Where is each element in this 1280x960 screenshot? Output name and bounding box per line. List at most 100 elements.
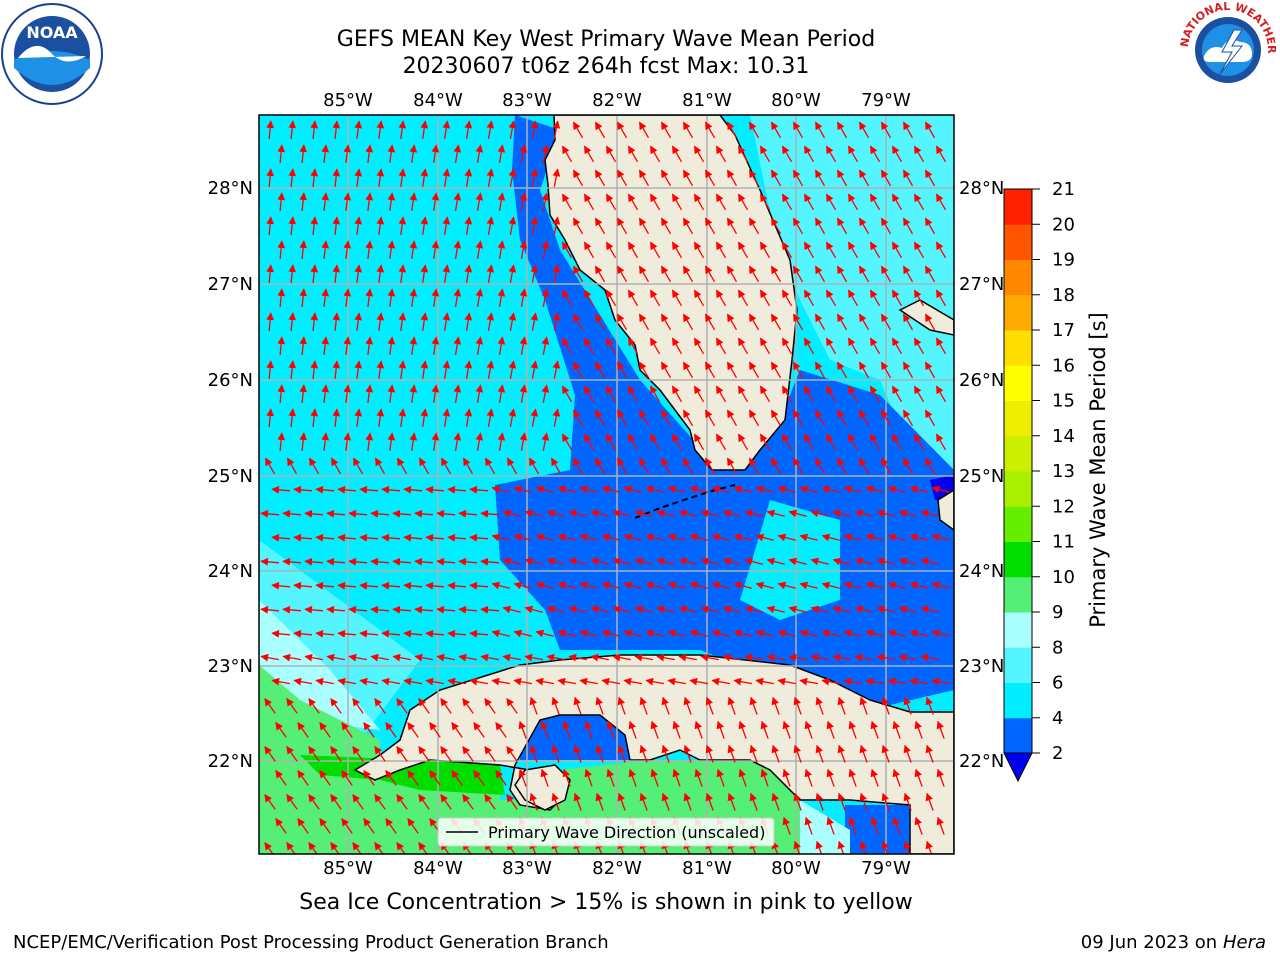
wave-arrow [398, 408, 407, 427]
noaa-logo: NOAA [1, 3, 103, 105]
wave-arrow [749, 696, 758, 715]
wave-arrow [440, 793, 452, 810]
wave-arrow [744, 557, 763, 566]
wave-arrow [909, 485, 928, 494]
wave-arrow [440, 457, 452, 475]
wave-arrow [299, 192, 308, 212]
wave-arrow [727, 744, 736, 763]
wave-arrow [425, 629, 445, 638]
wave-arrow [370, 653, 390, 662]
wave-arrow [892, 720, 901, 739]
wave-arrow [898, 509, 917, 518]
wave-arrow [594, 361, 606, 379]
wave-arrow [458, 653, 478, 662]
wave-arrow [671, 241, 683, 259]
wave-arrow [869, 145, 881, 163]
ocean-10-11 [300, 755, 505, 795]
wave-arrow [288, 264, 297, 284]
wave-arrow [381, 485, 401, 494]
wave-arrow [561, 289, 573, 307]
wave-arrow [836, 169, 848, 187]
wave-arrow [583, 433, 595, 451]
wave-arrow [832, 653, 852, 662]
wave-arrow [387, 336, 396, 355]
wave-arrow [876, 653, 896, 662]
wave-arrow [337, 677, 357, 686]
wave-arrow [793, 792, 802, 811]
wave-arrow [557, 485, 576, 494]
colorbar-segment [1004, 259, 1032, 296]
footer-branch: NCEP/EMC/Verification Post Processing Pr… [13, 932, 609, 953]
wave-arrow [661, 792, 670, 811]
wave-arrow [431, 336, 440, 355]
wave-arrow [848, 720, 857, 739]
wave-arrow [398, 360, 407, 379]
wave-arrow [869, 385, 881, 403]
wave-arrow [627, 145, 639, 163]
wave-arrow [880, 217, 892, 235]
lat-label-left: 25°N [208, 466, 253, 487]
wave-arrow [264, 457, 276, 475]
wave-arrow [913, 337, 925, 355]
wave-arrow [683, 792, 692, 811]
wave-arrow [770, 121, 782, 139]
wave-arrow [486, 120, 495, 140]
wave-arrow [645, 629, 664, 638]
wave-arrow [793, 840, 801, 854]
wave-arrow [700, 653, 720, 662]
wave-arrow [693, 241, 705, 259]
wave-arrow [891, 433, 903, 451]
wave-arrow [551, 744, 560, 763]
wave-arrow [447, 677, 467, 686]
wave-arrow [508, 312, 517, 332]
wave-arrow [880, 121, 892, 139]
wave-arrow [458, 509, 478, 518]
wave-arrow [737, 433, 749, 451]
wave-arrow [277, 288, 286, 308]
wave-arrow [277, 336, 286, 356]
wave-arrow [766, 509, 785, 518]
wave-arrow [605, 337, 617, 355]
wave-arrow [440, 745, 452, 762]
wave-arrow [726, 361, 738, 379]
wave-arrow [392, 653, 412, 662]
wave-arrow [513, 485, 532, 494]
wave-arrow [282, 653, 302, 662]
wave-arrow [935, 193, 947, 211]
wave-arrow [909, 677, 929, 686]
wave-arrow [431, 240, 440, 259]
wave-arrow [330, 793, 342, 810]
wave-arrow [453, 240, 462, 260]
wave-arrow [594, 409, 606, 427]
wave-arrow [814, 217, 826, 235]
wave-arrow [865, 533, 884, 542]
wave-arrow [473, 721, 485, 738]
wave-arrow [541, 144, 550, 163]
wave-arrow [529, 792, 538, 811]
wave-arrow [924, 121, 936, 139]
wave-arrow [876, 557, 895, 566]
wave-arrow [887, 485, 906, 494]
colorbar-segment [1004, 224, 1032, 260]
colorbar-tick-label: 8 [1052, 637, 1063, 658]
wave-arrow [837, 792, 846, 811]
wave-arrow [264, 745, 276, 762]
wave-arrow [330, 697, 342, 714]
wave-arrow [332, 360, 341, 379]
wave-arrow [321, 144, 330, 163]
wave-arrow [398, 312, 407, 331]
wave-arrow [869, 337, 881, 355]
lon-label-top: 81°W [682, 90, 732, 111]
wave-arrow [689, 581, 708, 590]
wave-arrow [869, 193, 881, 211]
wave-arrow [715, 241, 727, 259]
wave-arrow [475, 240, 484, 260]
wave-arrow [409, 192, 418, 211]
wave-arrow [616, 409, 628, 427]
wave-arrow [616, 361, 628, 379]
colorbar-segment [1004, 330, 1032, 366]
wave-arrow [726, 121, 738, 139]
wave-arrow [469, 677, 489, 686]
wave-arrow [271, 629, 291, 638]
wave-arrow [497, 384, 506, 404]
